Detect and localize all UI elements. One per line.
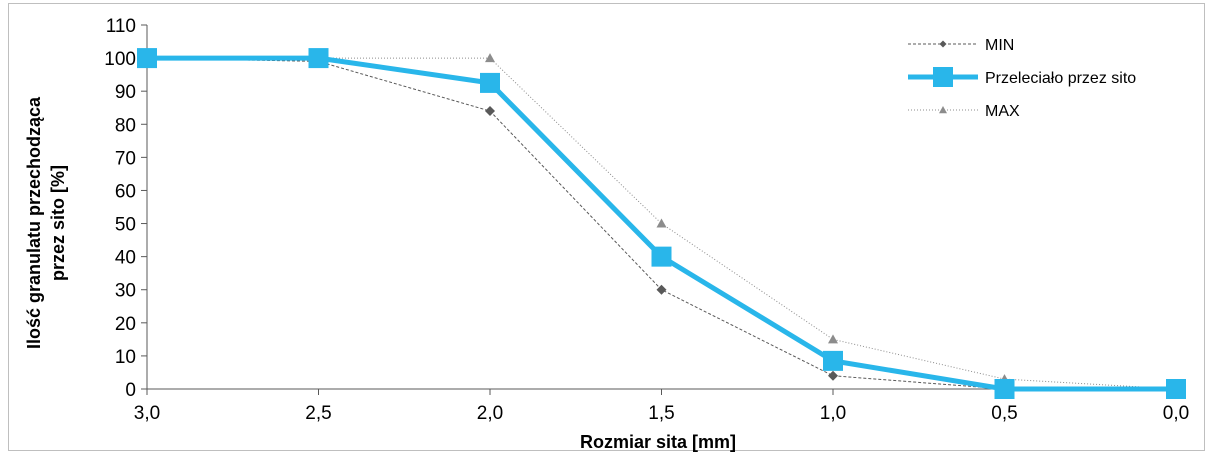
x-tick-label: 3,0 [134,403,160,424]
legend-swatch-marker [933,67,953,87]
data-point [480,72,500,93]
x-tick-label: 1,0 [820,403,846,424]
series-przelecia-o-przez-sito [137,48,1186,399]
y-axis-title-line-2: przez sito [%] [48,165,68,281]
x-tick-label: 0,0 [1163,403,1189,424]
legend: MIN Przeleciało przez sito MAX [908,37,1136,120]
series-layer [137,48,1186,399]
data-point [651,246,672,267]
y-axis-title-line-1: Ilość granulatu przechodząca [24,96,44,349]
x-tick-label: 1,5 [648,403,674,424]
y-tick-label: 40 [115,248,136,269]
x-tick-label: 2,0 [477,403,503,424]
x-axis-ticks: 3,0 2,5 2,0 1,5 1,0 0,5 0,0 [134,389,1189,424]
data-point [656,218,667,228]
data-point [994,379,1015,399]
y-tick-label: 50 [115,215,136,236]
data-point [485,106,495,117]
data-point [828,334,838,344]
y-tick-label: 70 [115,148,136,169]
x-axis-title: Rozmiar sita [mm] [580,432,736,452]
legend-label: MIN [985,37,1014,54]
y-tick-label: 0 [125,380,136,401]
y-tick-label: 90 [115,82,136,103]
y-tick-label: 100 [104,49,136,70]
y-tick-label: 110 [106,16,136,37]
x-tick-label: 0,5 [991,403,1017,424]
legend-swatch-marker [939,106,947,114]
y-tick-label: 30 [115,281,136,302]
legend-swatch-marker [939,40,947,48]
data-point [828,370,838,381]
series-max [142,53,1181,393]
data-point [308,48,329,69]
data-point [1166,379,1186,399]
data-point [823,350,843,371]
data-point [656,284,667,295]
y-axis-ticks: 0 10 20 30 40 50 60 70 80 90 100 110 [104,16,147,401]
data-point [137,48,157,69]
legend-label: Przeleciało przez sito [985,70,1136,87]
y-tick-label: 80 [115,115,136,136]
x-tick-label: 2,5 [305,403,331,424]
y-tick-label: 60 [115,181,136,202]
y-tick-label: 20 [115,314,136,335]
data-point [485,53,495,63]
y-tick-label: 10 [115,347,136,368]
legend-label: MAX [985,103,1020,120]
